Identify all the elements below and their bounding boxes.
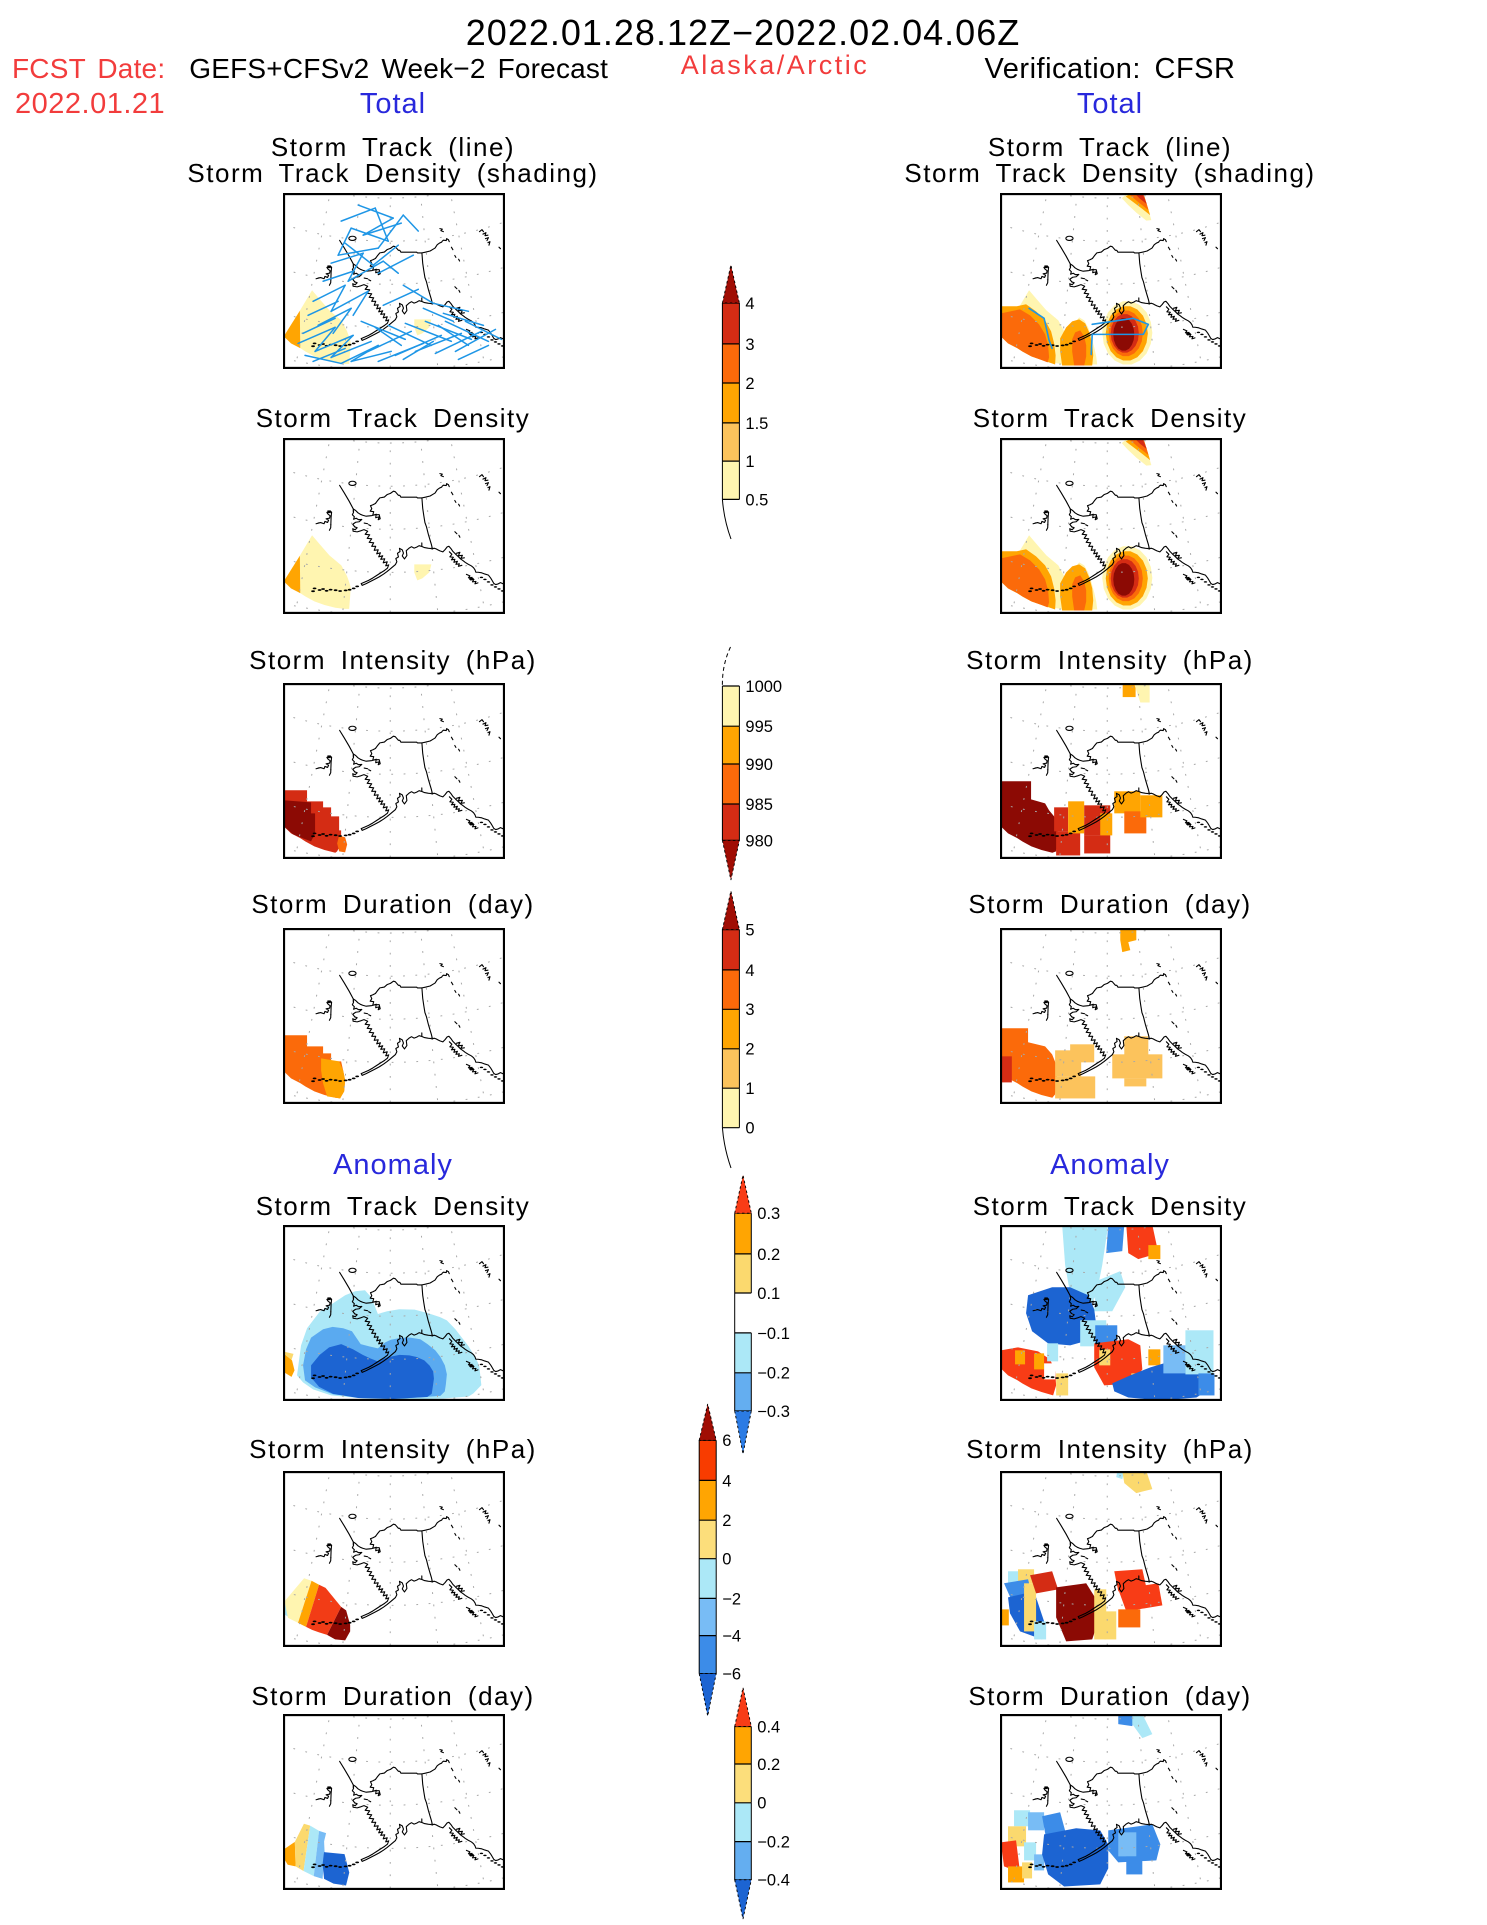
svg-text:4: 4 (745, 962, 754, 980)
svg-text:1.5: 1.5 (745, 415, 768, 433)
svg-text:0: 0 (722, 1551, 731, 1569)
svg-text:−0.1: −0.1 (757, 1325, 790, 1343)
svg-text:3: 3 (745, 1001, 754, 1019)
svg-text:985: 985 (745, 796, 773, 814)
svg-text:−0.3: −0.3 (757, 1403, 790, 1421)
svg-text:1000: 1000 (745, 678, 782, 696)
svg-text:2: 2 (745, 375, 754, 393)
svg-text:0.4: 0.4 (757, 1718, 780, 1736)
svg-text:990: 990 (745, 756, 773, 774)
svg-text:4: 4 (745, 295, 754, 313)
svg-text:−6: −6 (722, 1666, 741, 1684)
svg-text:−0.2: −0.2 (757, 1834, 790, 1852)
svg-text:1: 1 (745, 453, 754, 471)
svg-text:0.5: 0.5 (745, 491, 768, 509)
svg-text:0: 0 (745, 1120, 754, 1138)
svg-text:2: 2 (722, 1512, 731, 1530)
svg-text:2: 2 (745, 1041, 754, 1059)
svg-text:0.2: 0.2 (757, 1246, 780, 1264)
svg-text:−4: −4 (722, 1628, 741, 1646)
svg-text:−0.2: −0.2 (757, 1365, 790, 1383)
svg-text:−2: −2 (722, 1590, 741, 1608)
svg-text:5: 5 (745, 922, 754, 940)
svg-text:995: 995 (745, 718, 773, 736)
svg-text:0.2: 0.2 (757, 1756, 780, 1774)
svg-text:0.3: 0.3 (757, 1205, 780, 1223)
svg-text:3: 3 (745, 336, 754, 354)
svg-text:1: 1 (745, 1080, 754, 1098)
svg-text:0: 0 (757, 1795, 766, 1813)
svg-text:980: 980 (745, 832, 773, 850)
svg-text:−0.4: −0.4 (757, 1872, 790, 1890)
svg-text:4: 4 (722, 1472, 731, 1490)
svg-text:0.1: 0.1 (757, 1285, 780, 1303)
svg-text:6: 6 (722, 1432, 731, 1450)
